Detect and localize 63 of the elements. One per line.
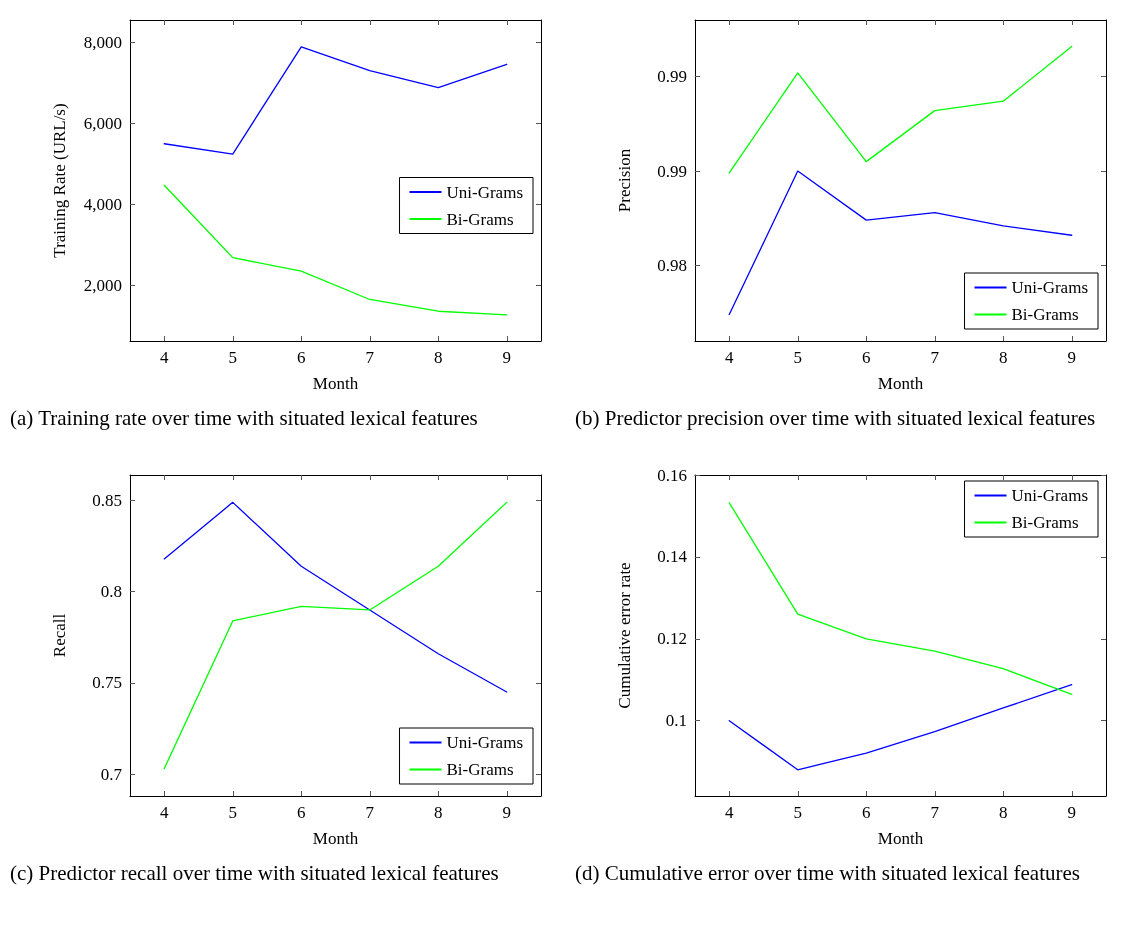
- x-axis-title: Month: [312, 374, 359, 393]
- x-tick-label: 7: [365, 348, 375, 367]
- x-tick-label: 9: [502, 803, 511, 822]
- y-tick-label: 4,000: [83, 194, 122, 214]
- line-series: [728, 683, 1073, 771]
- y-axis-title: Precision: [615, 148, 634, 213]
- legend-label: Uni-Grams: [1011, 278, 1088, 297]
- y-tick-label: 0.99: [657, 67, 687, 87]
- x-tick-label: 7: [365, 803, 375, 822]
- x-tick-label: 6: [297, 803, 306, 822]
- text: (d) Cumulative error over time with situated lexical features: [575, 860, 1081, 886]
- x-tick-label: 4: [725, 803, 734, 822]
- x-tick-label: 6: [297, 348, 306, 367]
- y-tick-label: 0.75: [92, 673, 122, 693]
- line-series: [163, 501, 508, 693]
- legend-label: Bi-Grams: [446, 760, 514, 779]
- legend-label: Bi-Grams: [1011, 305, 1079, 324]
- y-tick-label: 0.14: [657, 547, 688, 567]
- text: (a) Training rate over time with situated lexical features: [10, 405, 479, 431]
- x-axis-title: Month: [877, 374, 924, 393]
- x-tick-label: 4: [725, 348, 734, 367]
- x-tick-label: 7: [930, 348, 940, 367]
- x-tick-label: 5: [228, 348, 237, 367]
- x-tick-label: 9: [1067, 348, 1076, 367]
- legend-label: Uni-Grams: [446, 733, 523, 752]
- y-tick-label: 0.99: [657, 161, 687, 181]
- line-series: [163, 46, 508, 155]
- x-tick-label: 7: [930, 803, 940, 822]
- y-tick-label: 0.85: [92, 491, 122, 511]
- x-tick-label: 8: [434, 803, 443, 822]
- line-series: [728, 45, 1073, 174]
- x-tick-label: 5: [228, 803, 237, 822]
- x-tick-label: 4: [160, 803, 169, 822]
- text: (c) Predictor recall over time with situated lexical features: [10, 860, 500, 886]
- y-tick-label: 0.1: [665, 711, 687, 731]
- x-tick-label: 6: [862, 803, 871, 822]
- x-tick-label: 8: [999, 348, 1008, 367]
- y-tick-label: 8,000: [83, 32, 122, 52]
- y-tick-label: 0.8: [100, 582, 122, 602]
- x-tick-label: 5: [793, 348, 802, 367]
- legend-label: Uni-Grams: [446, 182, 523, 202]
- x-tick-label: 9: [502, 348, 511, 367]
- x-tick-label: 8: [999, 803, 1008, 822]
- y-tick-label: 0.98: [657, 255, 687, 275]
- x-axis-title: Month: [312, 829, 359, 848]
- x-tick-label: 4: [160, 348, 169, 367]
- x-tick-label: 6: [862, 348, 871, 367]
- legend-label: Uni-Grams: [1011, 486, 1088, 505]
- y-axis-title: Training Rate (URL/s): [50, 103, 69, 258]
- y-axis-title: Cumulative error rate: [615, 562, 634, 709]
- x-tick-label: 9: [1067, 803, 1076, 822]
- y-axis-title: Recall: [50, 613, 69, 658]
- y-tick-label: 2,000: [83, 275, 122, 295]
- x-axis-title: Month: [877, 829, 924, 848]
- y-tick-label: 6,000: [83, 113, 122, 133]
- legend-label: Bi-Grams: [1011, 513, 1079, 532]
- y-tick-label: 0.12: [657, 629, 687, 649]
- x-tick-label: 5: [793, 803, 802, 822]
- legend-label: Bi-Grams: [446, 209, 514, 229]
- text: (b) Predictor precision over time with situated lexical features: [575, 405, 1097, 431]
- y-tick-label: 0.16: [657, 465, 687, 485]
- x-tick-label: 8: [434, 348, 443, 367]
- y-tick-label: 0.7: [100, 764, 123, 784]
